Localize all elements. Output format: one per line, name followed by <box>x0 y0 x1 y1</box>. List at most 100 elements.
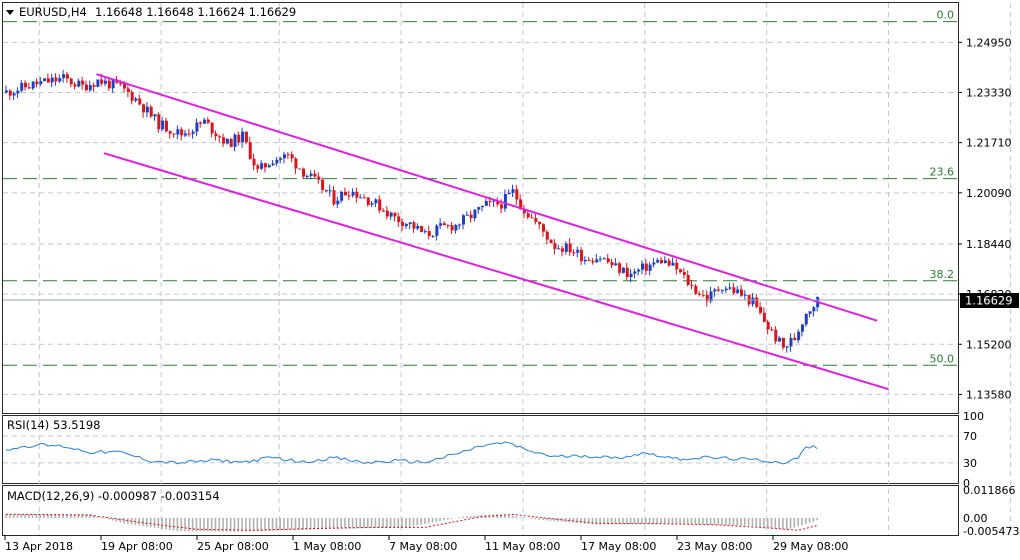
macd-pane-frame[interactable] <box>2 485 959 536</box>
candle-bear <box>164 120 168 132</box>
candle-bear <box>534 218 538 222</box>
candle-bear <box>759 306 763 313</box>
candle-bull <box>145 106 149 113</box>
candle-bear <box>252 158 256 166</box>
symbol-label: EURUSD,H4 <box>19 5 87 19</box>
channel-upper-line <box>96 73 878 322</box>
candle-bear <box>488 201 492 203</box>
candle-bull <box>804 313 808 325</box>
candle-bull <box>161 120 165 130</box>
fib-level-label: 50.0 <box>930 352 955 365</box>
candle-bear <box>298 168 302 170</box>
candle-bull <box>751 297 755 305</box>
candle-bull <box>111 79 115 89</box>
candle-bear <box>770 329 774 331</box>
candle-bull <box>225 138 229 144</box>
candle-bear <box>442 223 446 226</box>
candle-bull <box>557 248 561 250</box>
candle-bear <box>679 269 683 273</box>
candle-bull <box>652 262 656 265</box>
candle-bull <box>785 346 789 348</box>
candle-bull <box>614 263 618 266</box>
candle-bull <box>305 175 309 177</box>
candle-bull <box>465 214 469 216</box>
candle-bull <box>283 154 287 159</box>
candle-bull <box>800 324 804 332</box>
candle-bear <box>519 199 523 209</box>
candle-bear <box>84 84 88 91</box>
channel-lower-line <box>103 152 889 391</box>
macd-tick-label: -0.005473 <box>963 525 1019 538</box>
candle-bull <box>808 311 812 314</box>
y-tick-label: 1.23330 <box>966 86 1012 99</box>
candle-bear <box>412 222 416 229</box>
candle-bear <box>73 84 77 87</box>
price-tag-text: 1.16629 <box>965 294 1013 308</box>
candle-bull <box>104 80 108 84</box>
candle-bear <box>793 337 797 341</box>
rsi-layer: 100 70 30 0 <box>3 410 984 490</box>
candle-bull <box>484 201 488 206</box>
candle-bear <box>8 90 12 96</box>
candle-bull <box>203 119 207 124</box>
candle-bull <box>736 289 740 293</box>
candle-bull <box>671 262 675 266</box>
candle-bull <box>492 200 496 202</box>
candle-bear <box>222 137 226 144</box>
candle-bull <box>477 207 481 210</box>
candle-bear <box>149 106 153 117</box>
candle-bear <box>572 252 576 254</box>
x-tick-label: 11 May 08:00 <box>485 540 560 553</box>
candle-bear <box>218 136 222 138</box>
candle-bull <box>789 337 793 347</box>
candle-bear <box>450 225 454 231</box>
candle-bear <box>378 199 382 211</box>
candle-bear <box>625 267 629 278</box>
candle-bear <box>130 92 134 101</box>
price-tag-bg <box>960 293 1019 308</box>
candle-bull <box>656 259 660 263</box>
candle-bear <box>27 87 31 89</box>
rsi-pane-frame[interactable] <box>2 415 959 484</box>
candle-bull <box>77 80 81 87</box>
candle-bear <box>698 293 702 295</box>
candle-bear <box>755 297 759 307</box>
candle-bear <box>766 321 770 330</box>
candle-bear <box>229 138 233 147</box>
candle-bear <box>294 158 298 169</box>
candle-bear <box>667 260 671 266</box>
candle-bull <box>88 85 92 91</box>
candle-bull <box>233 134 237 147</box>
candle-bear <box>781 337 785 348</box>
candle-bull <box>423 231 427 233</box>
rsi-line <box>5 441 818 465</box>
rsi-tick-label: 100 <box>963 410 984 423</box>
candle-bear <box>587 259 591 261</box>
candle-bear <box>705 295 709 302</box>
candle-bear <box>142 104 146 113</box>
candle-bear <box>690 284 694 286</box>
candle-bear <box>774 329 778 342</box>
candle-bull <box>637 269 641 272</box>
candle-bull <box>507 192 511 195</box>
candle-bear <box>69 78 73 85</box>
candle-bull <box>195 122 199 132</box>
candle-bear <box>157 114 161 130</box>
candle-bear <box>187 133 191 135</box>
candle-bear <box>500 204 504 209</box>
candle-bear <box>382 210 386 212</box>
candle-bull <box>633 271 637 274</box>
y-tick-label: 1.21710 <box>966 137 1012 150</box>
x-tick-label: 23 May 08:00 <box>677 540 752 553</box>
candle-bear <box>366 197 370 205</box>
candle-bull <box>473 209 477 219</box>
symbol-dropdown-icon[interactable] <box>6 10 14 15</box>
candle-bear <box>256 165 260 169</box>
main-pane-frame[interactable] <box>2 2 959 414</box>
candle-bear <box>244 131 248 143</box>
candle-bull <box>271 163 275 166</box>
candle-bear <box>541 224 545 232</box>
candle-bear <box>682 272 686 276</box>
candle-bull <box>564 243 568 252</box>
